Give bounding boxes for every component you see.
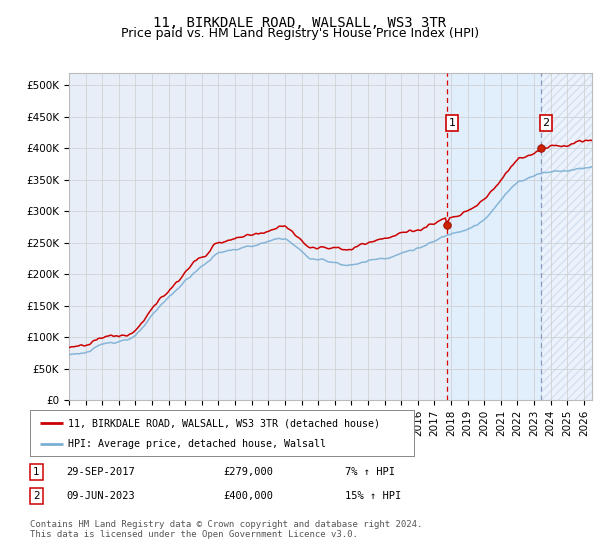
Bar	[541, 73, 594, 400]
Text: £400,000: £400,000	[223, 491, 273, 501]
Text: 11, BIRKDALE ROAD, WALSALL, WS3 3TR: 11, BIRKDALE ROAD, WALSALL, WS3 3TR	[154, 16, 446, 30]
Text: 7% ↑ HPI: 7% ↑ HPI	[344, 467, 395, 477]
Text: 1: 1	[34, 467, 40, 477]
Text: 15% ↑ HPI: 15% ↑ HPI	[344, 491, 401, 501]
Bar	[541, 73, 594, 400]
Text: 09-JUN-2023: 09-JUN-2023	[66, 491, 134, 501]
Text: 29-SEP-2017: 29-SEP-2017	[66, 467, 134, 477]
Text: Price paid vs. HM Land Registry's House Price Index (HPI): Price paid vs. HM Land Registry's House …	[121, 27, 479, 40]
Text: 1: 1	[448, 118, 455, 128]
Text: 2: 2	[34, 491, 40, 501]
Text: 11, BIRKDALE ROAD, WALSALL, WS3 3TR (detached house): 11, BIRKDALE ROAD, WALSALL, WS3 3TR (det…	[68, 418, 380, 428]
Text: 2: 2	[542, 118, 550, 128]
Bar	[447, 73, 541, 400]
Text: £279,000: £279,000	[223, 467, 273, 477]
Text: HPI: Average price, detached house, Walsall: HPI: Average price, detached house, Wals…	[68, 438, 326, 449]
Text: Contains HM Land Registry data © Crown copyright and database right 2024.
This d: Contains HM Land Registry data © Crown c…	[30, 520, 422, 539]
